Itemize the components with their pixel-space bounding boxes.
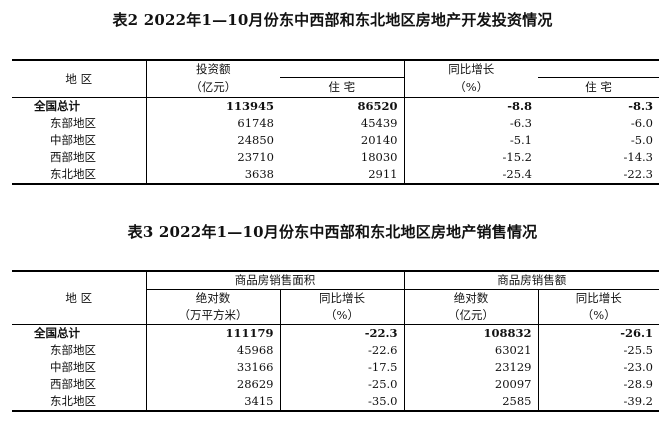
- table-row: 东部地区 45968 -22.6 63021 -25.5: [12, 342, 659, 359]
- table-row: 全国总计 111179 -22.3 108832 -26.1: [12, 324, 659, 342]
- header-investment-unit: （亿元）: [190, 79, 237, 94]
- header-yoy-unit: （%）: [454, 79, 489, 94]
- header-yoy: 同比增长: [404, 60, 538, 78]
- table-row: 西部地区 23710 18030 -15.2 -14.3: [12, 149, 659, 166]
- header-area-yoy-unit: （%）: [280, 307, 405, 325]
- header-region: 地 区: [12, 60, 147, 98]
- header-yoy-label: 同比增长: [448, 61, 495, 76]
- table-row: 东部地区 61748 45439 -6.3 -6.0: [12, 115, 659, 132]
- sales-table: 地 区 商品房销售面积 商品房销售额 绝对数 同比增长 绝对数 同比增长 （万平…: [12, 270, 659, 412]
- header-area-absolute: 绝对数: [146, 289, 281, 307]
- table-row: 中部地区 33166 -17.5 23129 -23.0: [12, 359, 659, 376]
- header-area-unit: （万平方米）: [146, 307, 281, 325]
- investment-table: 地 区 投资额 同比增长 （亿元） 住 宅 （%） 住 宅 全国总计 11394…: [12, 59, 659, 185]
- table-row: 全国总计 113945 86520 -8.8 -8.3: [12, 97, 659, 115]
- table3-title: 表3 2022年1—10月份东中西部和东北地区房地产销售情况: [127, 223, 538, 241]
- header-sales-group: 商品房销售额: [404, 271, 659, 290]
- table2-title: 表2 2022年1—10月份东中西部和东北地区房地产开发投资情况: [112, 11, 553, 29]
- header-sales-yoy: 同比增长: [575, 291, 622, 305]
- table-row: 西部地区 28629 -25.0 20097 -28.9: [12, 376, 659, 393]
- header-sales-absolute: 绝对数: [404, 289, 539, 307]
- header-yoy-residential: 住 宅: [538, 77, 659, 98]
- header-sales-yoy-unit: （%）: [581, 308, 616, 322]
- table-row: 东北地区 3638 2911 -25.4 -22.3: [12, 166, 659, 184]
- header-region: 地 区: [12, 271, 147, 325]
- table-row: 东北地区 3415 -35.0 2585 -39.2: [12, 393, 659, 411]
- header-area-group: 商品房销售面积: [146, 271, 405, 290]
- header-area-yoy: 同比增长: [280, 289, 405, 307]
- header-investment: 投资额: [146, 60, 280, 78]
- header-residential: 住 宅: [280, 77, 405, 98]
- header-sales-unit: （亿元）: [404, 307, 539, 325]
- table-row: 中部地区 24850 20140 -5.1 -5.0: [12, 132, 659, 149]
- header-investment-label: 投资额: [196, 61, 231, 76]
